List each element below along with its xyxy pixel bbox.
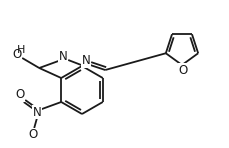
Text: N: N (82, 54, 91, 67)
Text: N: N (59, 49, 68, 62)
Text: O: O (16, 89, 25, 102)
Text: N: N (33, 106, 42, 119)
Text: O: O (13, 49, 22, 62)
Text: O: O (29, 128, 38, 141)
Text: H: H (17, 45, 25, 55)
Text: O: O (178, 63, 188, 77)
